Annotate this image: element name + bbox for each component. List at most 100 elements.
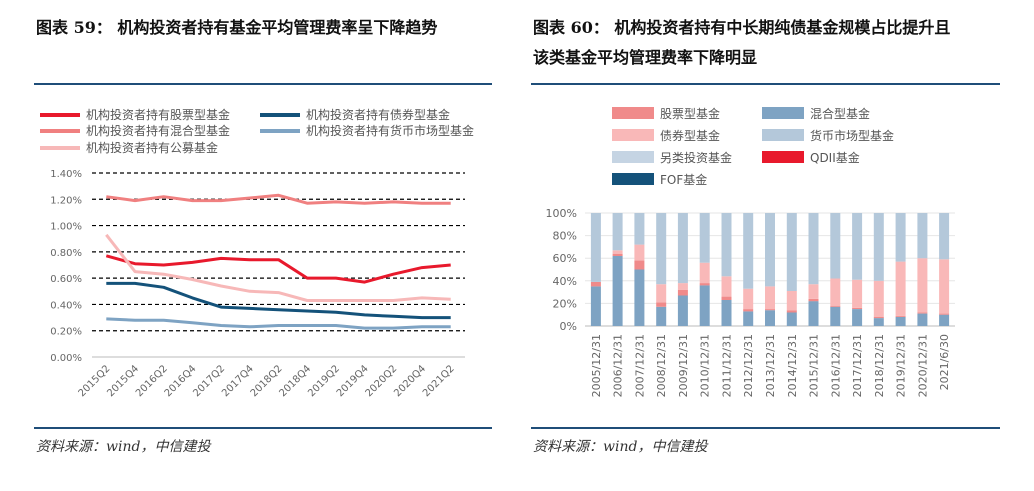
y-tick-label: 0.00%	[50, 353, 82, 364]
bar-segment	[917, 258, 928, 313]
y-tick-label: 0.80%	[50, 248, 82, 259]
y-tick-label: 0%	[560, 320, 577, 333]
y-tick-label: 1.20%	[50, 195, 82, 206]
bar-segment	[699, 283, 710, 286]
right-footer-rule	[531, 427, 1000, 429]
bar-segment	[852, 307, 863, 309]
legend-swatch-5	[612, 151, 654, 163]
y-tick-label: 0.20%	[50, 327, 82, 338]
bar-segment	[699, 213, 710, 263]
bar-segment	[634, 213, 645, 245]
bar-segment	[677, 295, 688, 326]
bar-segment	[765, 213, 775, 287]
bar-segment	[939, 259, 950, 314]
bar-segment	[590, 286, 601, 326]
bar-segment	[917, 313, 928, 326]
bar-segment	[808, 298, 819, 302]
legend-swatch-3	[612, 129, 654, 141]
bar-segment	[830, 278, 841, 306]
left-source-note: 资料来源：wind，中信建投	[36, 439, 211, 455]
x-tick-label: 2010/12/31	[699, 334, 712, 397]
bar-segment	[917, 312, 928, 314]
x-tick-label: 2020/12/31	[916, 334, 929, 397]
y-tick-label: 1.40%	[50, 169, 82, 180]
bar-segment	[895, 261, 906, 316]
right-source-note: 资料来源：wind，中信建投	[533, 439, 708, 455]
y-tick-label: 60%	[553, 252, 577, 265]
bar-segment	[634, 260, 645, 270]
series-line-5	[105, 233, 451, 302]
bar-segment	[677, 283, 688, 290]
left-footer-rule	[34, 427, 492, 429]
x-tick-label: 2016/12/31	[829, 334, 842, 397]
bar-segment	[721, 300, 732, 326]
bar-segment	[743, 309, 754, 312]
x-tick-label: 2018/12/31	[873, 334, 886, 397]
legend-swatch-7	[612, 173, 654, 185]
legend-label-1: 股票型基金	[660, 106, 720, 121]
y-tick-label: 40%	[553, 275, 577, 288]
bar-segment	[873, 280, 884, 317]
legend-label-4: 货币市场型基金	[810, 128, 894, 143]
x-tick-label: 2005/12/31	[590, 334, 603, 397]
bar-segment	[612, 255, 623, 326]
x-tick-label: 2014/12/31	[786, 334, 799, 397]
x-tick-label: 2007/12/31	[633, 334, 646, 397]
bar-segment	[699, 262, 710, 283]
bar-segment	[743, 311, 754, 326]
y-tick-label: 100%	[546, 207, 577, 220]
bar-segment	[939, 314, 950, 326]
x-tick-label: 2021Q2	[421, 363, 457, 399]
y-tick-label: 20%	[553, 297, 577, 310]
series-line-4	[106, 317, 451, 330]
x-tick-label: 2009/12/31	[677, 334, 690, 397]
bar-segment	[808, 213, 819, 285]
y-tick-label: 0.60%	[50, 274, 82, 285]
bar-segment	[939, 313, 950, 315]
bar-segment	[873, 317, 884, 319]
legend-swatch-1	[612, 107, 654, 119]
bar-segment	[656, 284, 667, 303]
bar-segment	[917, 213, 928, 259]
bar-segment	[634, 244, 645, 261]
x-tick-label: 2006/12/31	[612, 334, 625, 397]
legend-swatch-2	[762, 107, 804, 119]
series-line-3	[106, 193, 451, 205]
legend-label-2: 机构投资者持有债券型基金	[306, 107, 450, 122]
bar-segment	[873, 213, 884, 281]
left-chart-title: 图表 59： 机构投资者持有基金平均管理费率呈下降趋势	[36, 18, 438, 37]
bar-segment	[721, 213, 732, 277]
y-tick-label: 0.40%	[50, 300, 82, 311]
bar-segment	[895, 213, 906, 262]
x-tick-label: 2008/12/31	[655, 334, 668, 397]
bar-segment	[765, 309, 775, 311]
bar-segment	[765, 310, 775, 326]
bar-segment	[721, 276, 732, 297]
x-tick-label: 2011/12/31	[720, 334, 733, 397]
series-line-1	[105, 254, 451, 284]
legend-label-7: FOF基金	[660, 172, 707, 187]
right-chart-title-line2: 该类基金平均管理费率下降明显	[533, 48, 758, 67]
x-tick-label: 2012/12/31	[742, 334, 755, 397]
bar-segment	[677, 289, 688, 296]
bar-segment	[830, 306, 841, 326]
bar-segment	[743, 288, 754, 309]
bar-segment	[656, 306, 667, 326]
x-tick-label: 2017/12/31	[851, 334, 864, 397]
bar-segment	[590, 281, 601, 287]
bar-segment	[634, 269, 645, 326]
bar-segment	[873, 318, 884, 326]
bar-segment	[677, 213, 688, 284]
bar-segment	[786, 312, 797, 326]
bar-segment	[765, 286, 775, 309]
bar-segment	[852, 309, 863, 326]
legend-label-3: 机构投资者持有混合型基金	[86, 123, 230, 138]
series-line-2	[106, 281, 451, 320]
legend-label-5: 机构投资者持有公募基金	[86, 140, 218, 155]
right-header-rule	[531, 83, 1000, 85]
bar-segment	[939, 213, 950, 260]
bar-segment	[808, 301, 819, 326]
bar-segment	[830, 305, 841, 307]
